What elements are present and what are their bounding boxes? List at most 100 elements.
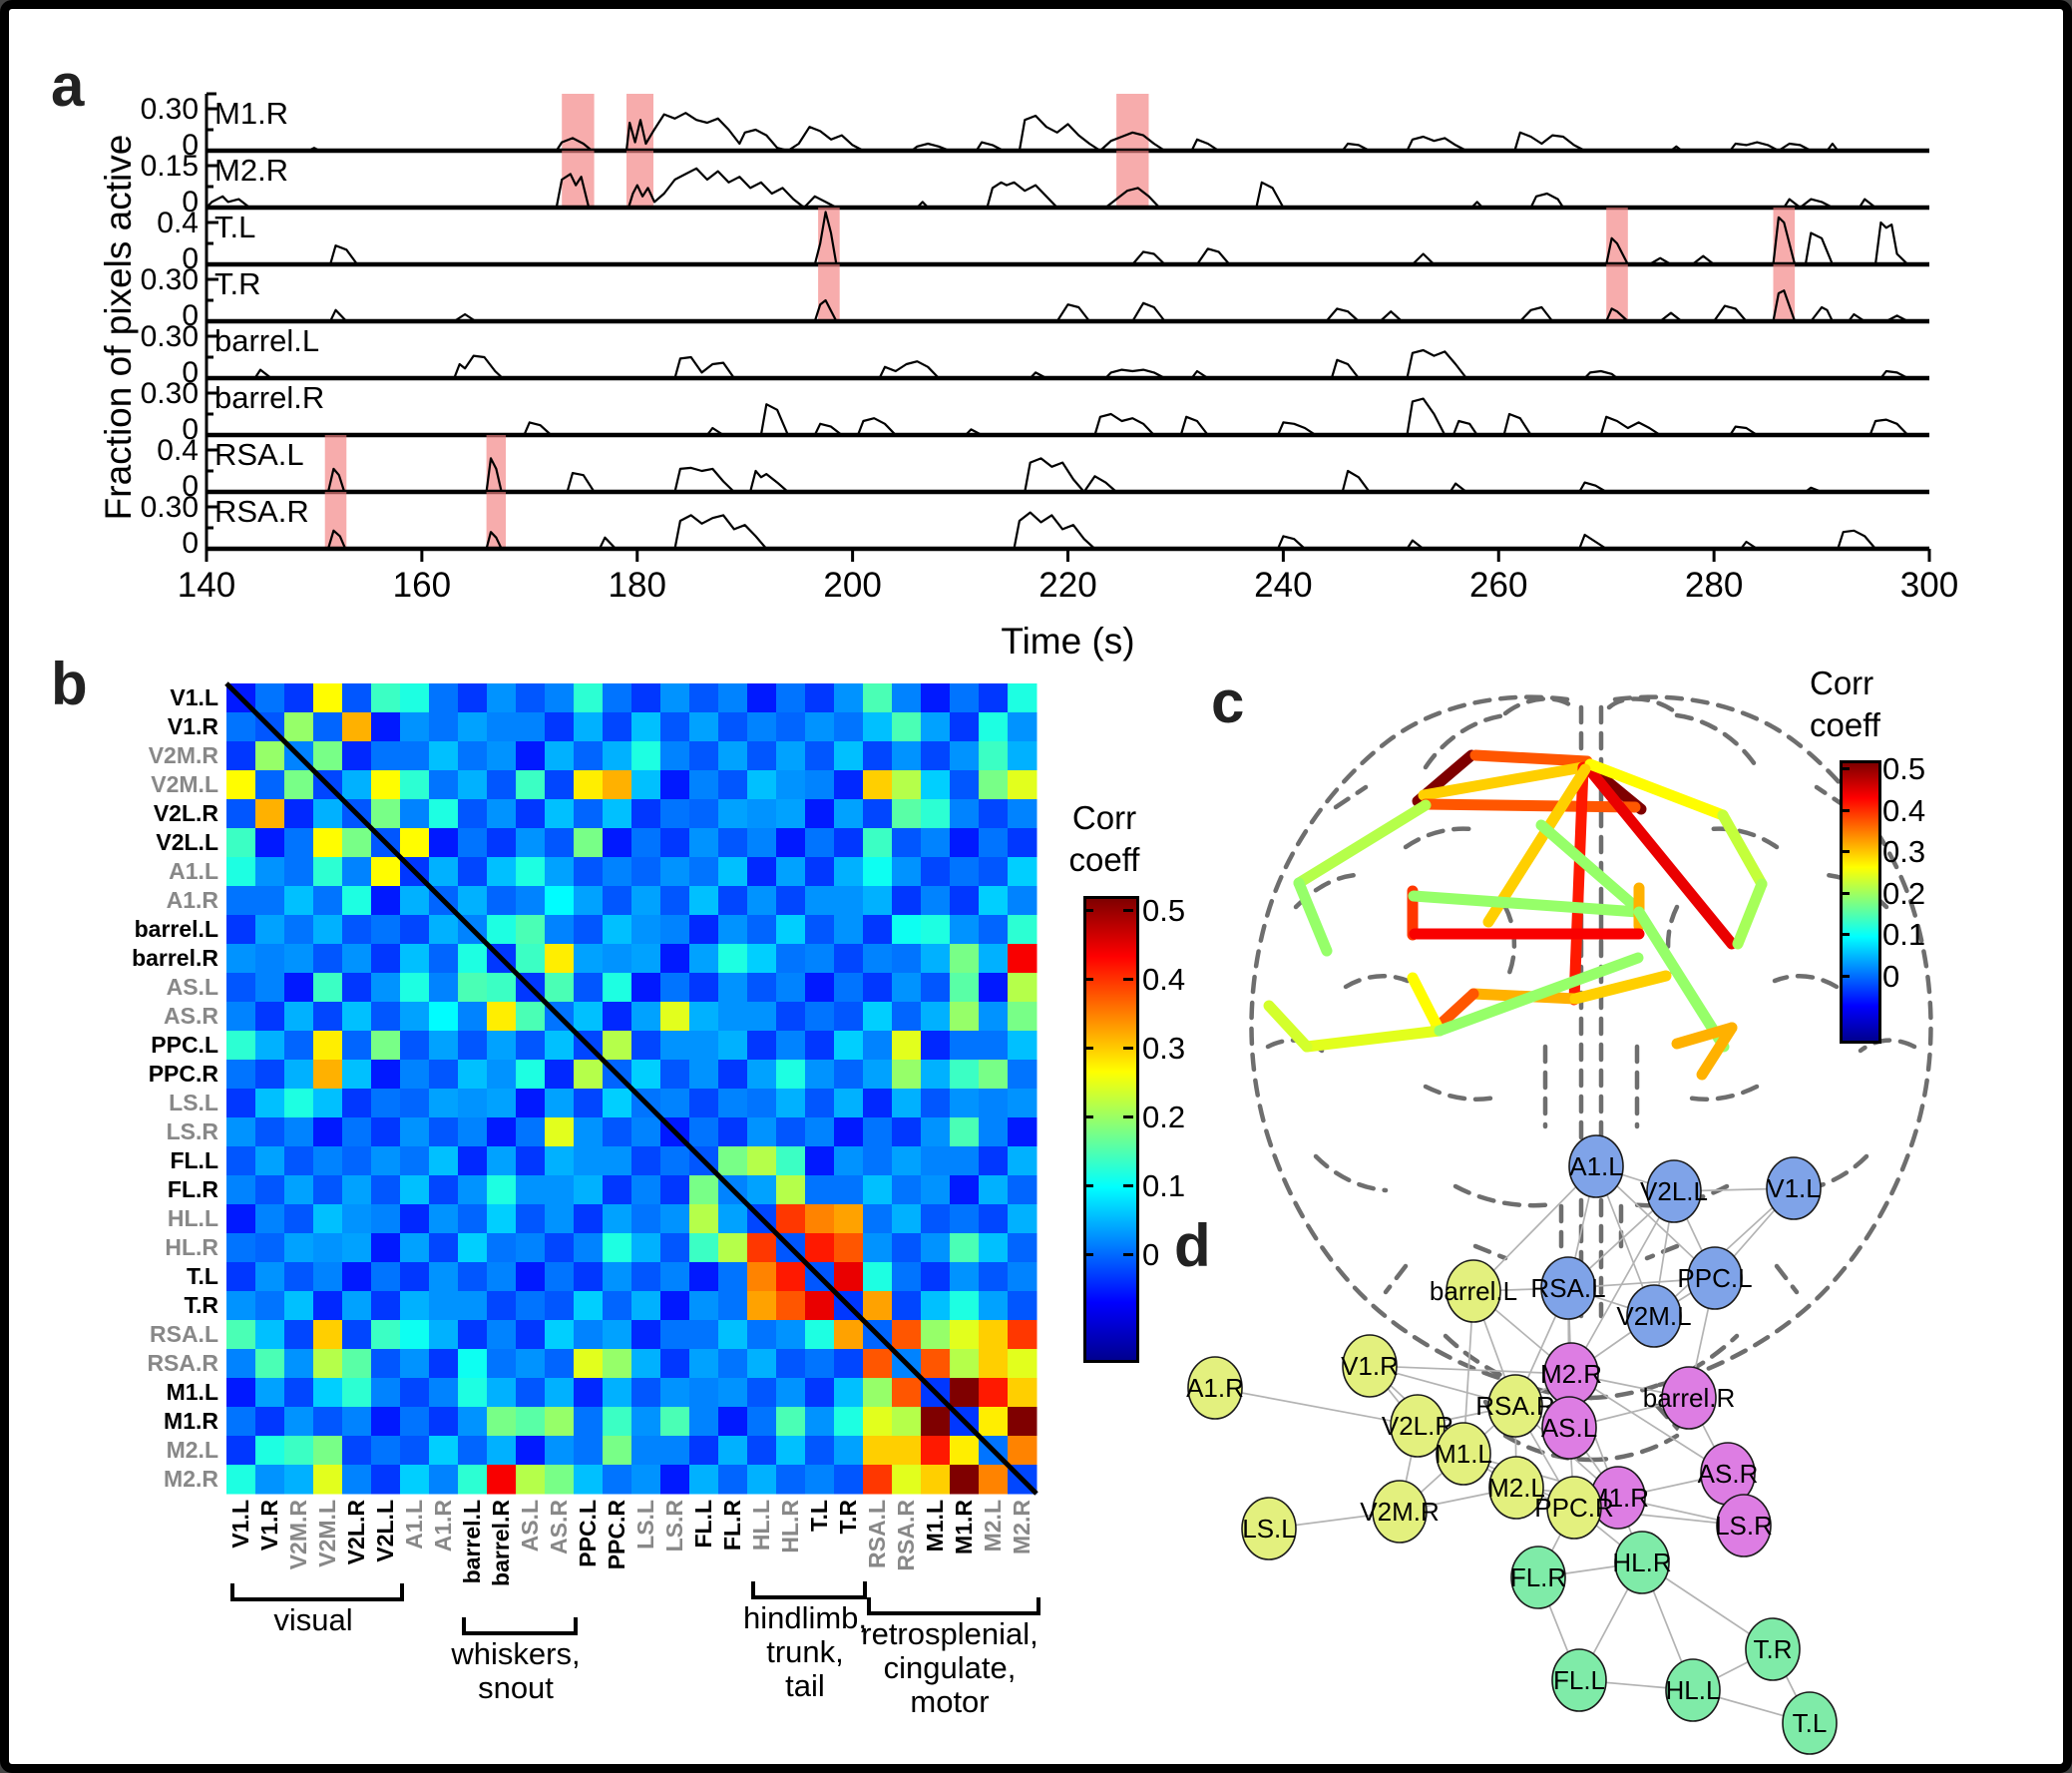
event-band (562, 94, 595, 151)
matrix-col-label-HL.L: HL.L (748, 1500, 774, 1551)
node-label: M2.R (1540, 1359, 1602, 1389)
matrix-row-label-RSA.R: RSA.R (147, 1350, 218, 1376)
row-region-label: RSA.R (214, 494, 309, 529)
node-label: FL.R (1510, 1562, 1566, 1592)
matrix-col-label-A1.R: A1.R (430, 1500, 456, 1552)
panel-a-letter: a (51, 52, 85, 119)
row-region-label: barrel.L (214, 323, 319, 358)
matrix-row-label-barrel.R: barrel.R (132, 945, 218, 971)
group-bracket (230, 1583, 404, 1601)
node-label: V2M.R (1360, 1497, 1439, 1527)
trace-row-RSA.R: 0.300 RSA.R (141, 490, 1929, 560)
svg-text:0: 0 (182, 470, 199, 503)
network-edge (1214, 1387, 1419, 1427)
group-label: visual (273, 1602, 353, 1637)
connection-line (1482, 763, 1591, 928)
svg-text:0.30: 0.30 (141, 93, 199, 126)
node-LS.R: LS.R (1715, 1494, 1773, 1557)
svg-text:140: 140 (178, 566, 235, 605)
row-region-label: RSA.L (214, 437, 304, 472)
x-axis-label: Time (s) (1001, 621, 1134, 662)
node-RSA.R: RSA.R (1475, 1374, 1555, 1438)
connection-line (1407, 972, 1446, 1037)
matrix-row-label-A1.R: A1.R (166, 887, 218, 913)
connection-line (1418, 761, 1589, 801)
node-PPC.R: PPC.R (1534, 1476, 1614, 1540)
matrix-row-label-barrel.L: barrel.L (134, 916, 218, 942)
matrix-col-label-AS.R: AS.R (546, 1500, 572, 1554)
colorbar-tick-label: 0.2 (1882, 875, 1926, 911)
event-band (324, 492, 347, 549)
matrix-row-label-A1.L: A1.L (169, 858, 218, 884)
group-bracket (462, 1617, 578, 1635)
matrix-row-label-HL.R: HL.R (165, 1234, 218, 1260)
svg-text:0: 0 (182, 186, 199, 219)
matrix-col-label-PPC.L: PPC.L (575, 1500, 601, 1567)
colorbar-tick-label: 0 (1142, 1236, 1160, 1272)
event-band (562, 151, 595, 208)
svg-text:160: 160 (393, 566, 451, 605)
network-edge (1570, 1190, 1675, 1375)
svg-text:0: 0 (182, 299, 199, 332)
trace-row-barrel.R: 0.300 barrel.R (141, 376, 1929, 446)
node-FL.L: FL.L (1551, 1648, 1607, 1712)
activity-trace (207, 397, 1929, 437)
node-label: A1.L (1569, 1151, 1623, 1181)
svg-text:240: 240 (1254, 566, 1312, 605)
matrix-row-label-M2.R: M2.R (164, 1466, 218, 1492)
node-label: V2L.L (1640, 1176, 1708, 1206)
svg-text:220: 220 (1038, 566, 1096, 605)
network-edge (1570, 1373, 1729, 1475)
node-V1.L: V1.L (1766, 1156, 1822, 1220)
row-region-label: barrel.R (214, 380, 324, 415)
node-FL.R: FL.R (1510, 1546, 1566, 1609)
matrix-row-label-V1.R: V1.R (167, 713, 218, 739)
group-bracket (867, 1597, 1040, 1615)
svg-text:0.30: 0.30 (141, 320, 199, 353)
svg-text:0.4: 0.4 (157, 434, 199, 467)
node-label: V2M.L (1616, 1301, 1691, 1331)
group-label: hindlimb, trunk, tail (742, 1600, 868, 1703)
node-label: M2.L (1487, 1473, 1545, 1503)
activity-trace (207, 348, 1929, 380)
row-region-label: T.R (214, 266, 261, 301)
matrix-col-label-V2L.L: V2L.L (372, 1500, 398, 1562)
connection-line (1430, 988, 1479, 1035)
matrix-col-label-RSA.R: RSA.R (893, 1500, 919, 1571)
matrix-col-label-barrel.L: barrel.L (459, 1500, 485, 1584)
matrix-row-label-T.L: T.L (187, 1263, 218, 1289)
node-barrel.R: barrel.R (1643, 1366, 1735, 1430)
colorbar-tick-label: 0.1 (1142, 1167, 1186, 1203)
group-bracket (751, 1581, 867, 1599)
node-V2M.R: V2M.R (1360, 1480, 1440, 1544)
colorbar-tick-label: 0.2 (1142, 1099, 1186, 1134)
matrix-col-label-AS.L: AS.L (517, 1500, 543, 1552)
colorbar-tick-label: 0.3 (1882, 834, 1926, 870)
colorbar-tick-label: 0.4 (1142, 961, 1186, 997)
x-axis: 140 160 180 200 220 240 260 280 300 Time (s) (178, 549, 1958, 662)
matrix-col-label-FL.R: FL.R (719, 1500, 745, 1551)
connection-line (1263, 1000, 1313, 1053)
node-label: HL.R (1612, 1548, 1671, 1577)
matrix-col-label-A1.L: A1.L (401, 1500, 427, 1550)
connectivity-edges (1263, 749, 1768, 1081)
panel-b-heatmap (224, 681, 1038, 1496)
matrix-col-label-PPC.R: PPC.R (604, 1500, 629, 1570)
panel-a-plot: 0.300M1.R0.150M2.R0.40T.L0.300T.R0.300ba… (141, 92, 1958, 662)
node-barrel.L: barrel.L (1430, 1259, 1517, 1323)
event-band (1606, 264, 1628, 321)
svg-text:260: 260 (1469, 566, 1527, 605)
matrix-row-label-LS.R: LS.R (166, 1118, 218, 1144)
network-edge (1369, 1365, 1572, 1375)
row-region-label: M2.R (214, 153, 288, 188)
matrix-col-label-FL.L: FL.L (690, 1500, 716, 1549)
matrix-col-label-HL.R: HL.R (777, 1500, 803, 1553)
node-label: HL.L (1666, 1675, 1721, 1705)
colorbar-tick-label: 0.3 (1142, 1030, 1186, 1066)
matrix-row-label-T.R: T.R (184, 1292, 219, 1318)
matrix-row-label-LS.L: LS.L (169, 1090, 218, 1115)
node-label: RSA.L (1530, 1273, 1605, 1303)
node-A1.L: A1.L (1568, 1134, 1624, 1198)
node-AS.R: AS.R (1698, 1442, 1758, 1506)
node-M2.L: M2.L (1487, 1456, 1545, 1520)
